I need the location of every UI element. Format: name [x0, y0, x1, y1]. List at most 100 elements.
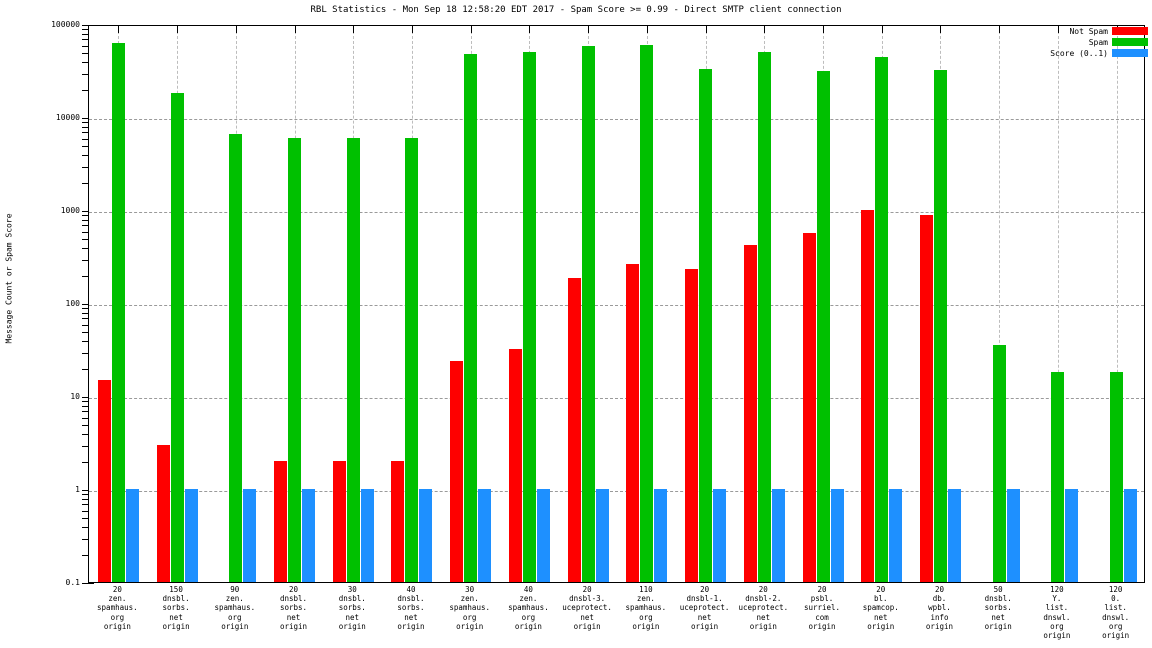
legend-swatch [1112, 38, 1148, 46]
x-tick-top [294, 26, 296, 33]
x-tick-top [118, 26, 120, 33]
x-tick-top [588, 26, 590, 33]
y-axis-title: Message Count or Spam Score [4, 213, 14, 344]
bar-score-0-1 [889, 489, 903, 582]
bar-not-spam [156, 444, 170, 582]
legend-swatch [1112, 49, 1148, 57]
bar-score-0-1 [478, 489, 492, 582]
bar-score-0-1 [713, 489, 727, 582]
bar-score-0-1 [184, 489, 198, 582]
bar-spam [581, 46, 595, 582]
x-tick-top [764, 26, 766, 33]
y-tick-label: 10000 [55, 113, 80, 122]
gridline-vertical [1116, 26, 1118, 582]
y-tick-label: 1 [75, 485, 80, 494]
y-tick-major [82, 583, 94, 584]
x-tick-top [235, 26, 237, 33]
gridline-vertical [1057, 26, 1059, 582]
x-category-label: 120 0. list. dnswl. org origin [1102, 585, 1130, 641]
x-tick-top [411, 26, 413, 33]
x-category-label: 20 bl. spamcop. net origin [862, 585, 899, 631]
gridline-horizontal [89, 491, 1144, 492]
bar-score-0-1 [1124, 489, 1138, 582]
x-category-label: 30 zen. spamhaus. org origin [449, 585, 490, 631]
bar-spam [875, 57, 889, 582]
x-category-label: 20 dnsbl-1. uceprotect. net origin [679, 585, 730, 631]
x-category-label: 20 db. wpbl. info origin [925, 585, 954, 631]
bar-score-0-1 [1065, 489, 1079, 582]
bar-spam [640, 44, 654, 582]
x-tick-top [940, 26, 942, 33]
x-category-label: 110 zen. spamhaus. org origin [625, 585, 667, 631]
legend-item: Not Spam [1002, 26, 1148, 36]
bar-not-spam [567, 278, 581, 582]
gridline-horizontal [89, 305, 1144, 306]
bar-score-0-1 [360, 489, 374, 582]
x-tick-top [529, 26, 531, 33]
legend-item: Spam [1002, 37, 1148, 47]
bar-not-spam [919, 215, 933, 582]
x-tick-top [470, 26, 472, 33]
bar-not-spam [97, 379, 111, 582]
bar-score-0-1 [771, 489, 785, 582]
plot-area [88, 25, 1145, 583]
bar-spam [933, 70, 947, 582]
bar-score-0-1 [125, 489, 139, 582]
legend-item: Score (0..1) [1002, 48, 1148, 58]
bar-spam [405, 137, 419, 582]
bar-score-0-1 [595, 489, 609, 582]
x-category-label: 20 psbl. surriel. com origin [803, 585, 841, 631]
bar-spam [1051, 372, 1065, 582]
x-category-label: 120 Y. list. dnswl. org origin [1043, 585, 1071, 641]
bar-spam [111, 42, 125, 582]
x-category-label: 20 dnsbl. sorbs. net origin [279, 585, 308, 631]
chart-title: RBL Statistics - Mon Sep 18 12:58:20 EDT… [310, 5, 842, 15]
bar-not-spam [626, 263, 640, 582]
bar-not-spam [743, 245, 757, 582]
bar-score-0-1 [830, 489, 844, 582]
x-tick-top [705, 26, 707, 33]
x-tick-top [177, 26, 179, 33]
bar-spam [346, 137, 360, 582]
bar-score-0-1 [947, 489, 961, 582]
bar-not-spam [802, 233, 816, 582]
chart-legend: Not Spam Spam Score (0..1) [1002, 26, 1148, 59]
gridline-horizontal [89, 212, 1144, 213]
bar-spam [464, 53, 478, 582]
bar-spam [699, 68, 713, 582]
bar-not-spam [274, 461, 288, 582]
x-tick-top [881, 26, 883, 33]
bar-not-spam [332, 461, 346, 582]
bar-spam [757, 52, 771, 582]
bar-score-0-1 [243, 489, 257, 582]
x-category-label: 150 dnsbl. sorbs. net origin [162, 585, 190, 631]
bar-score-0-1 [654, 489, 668, 582]
bar-not-spam [508, 349, 522, 582]
bar-spam [229, 134, 243, 582]
x-tick-top [353, 26, 355, 33]
bar-not-spam [391, 461, 405, 582]
x-category-label: 50 dnsbl. sorbs. net origin [984, 585, 1012, 631]
bar-spam [522, 52, 536, 582]
legend-label: Score (0..1) [1050, 48, 1108, 58]
x-tick-top [999, 26, 1001, 33]
bar-score-0-1 [302, 489, 316, 582]
legend-swatch [1112, 27, 1148, 35]
legend-label: Spam [1088, 37, 1108, 47]
legend-label: Not Spam [1069, 26, 1108, 36]
x-category-label: 20 dnsbl-2. uceprotect. net origin [738, 585, 789, 631]
x-tick-top [1057, 26, 1059, 33]
y-tick-label: 0.1 [65, 578, 80, 587]
bar-spam [170, 93, 184, 582]
gridline-horizontal [89, 398, 1144, 399]
bar-score-0-1 [1006, 489, 1020, 582]
x-category-label: 40 zen. spamhaus. org origin [508, 585, 549, 631]
x-category-label: 20 zen. spamhaus. org origin [97, 585, 138, 631]
bar-spam [992, 345, 1006, 582]
y-tick-label: 100000 [51, 20, 80, 29]
x-category-label: 90 zen. spamhaus. org origin [214, 585, 256, 631]
y-tick-label: 10 [70, 392, 80, 401]
bar-spam [816, 71, 830, 582]
bar-not-spam [450, 360, 464, 582]
